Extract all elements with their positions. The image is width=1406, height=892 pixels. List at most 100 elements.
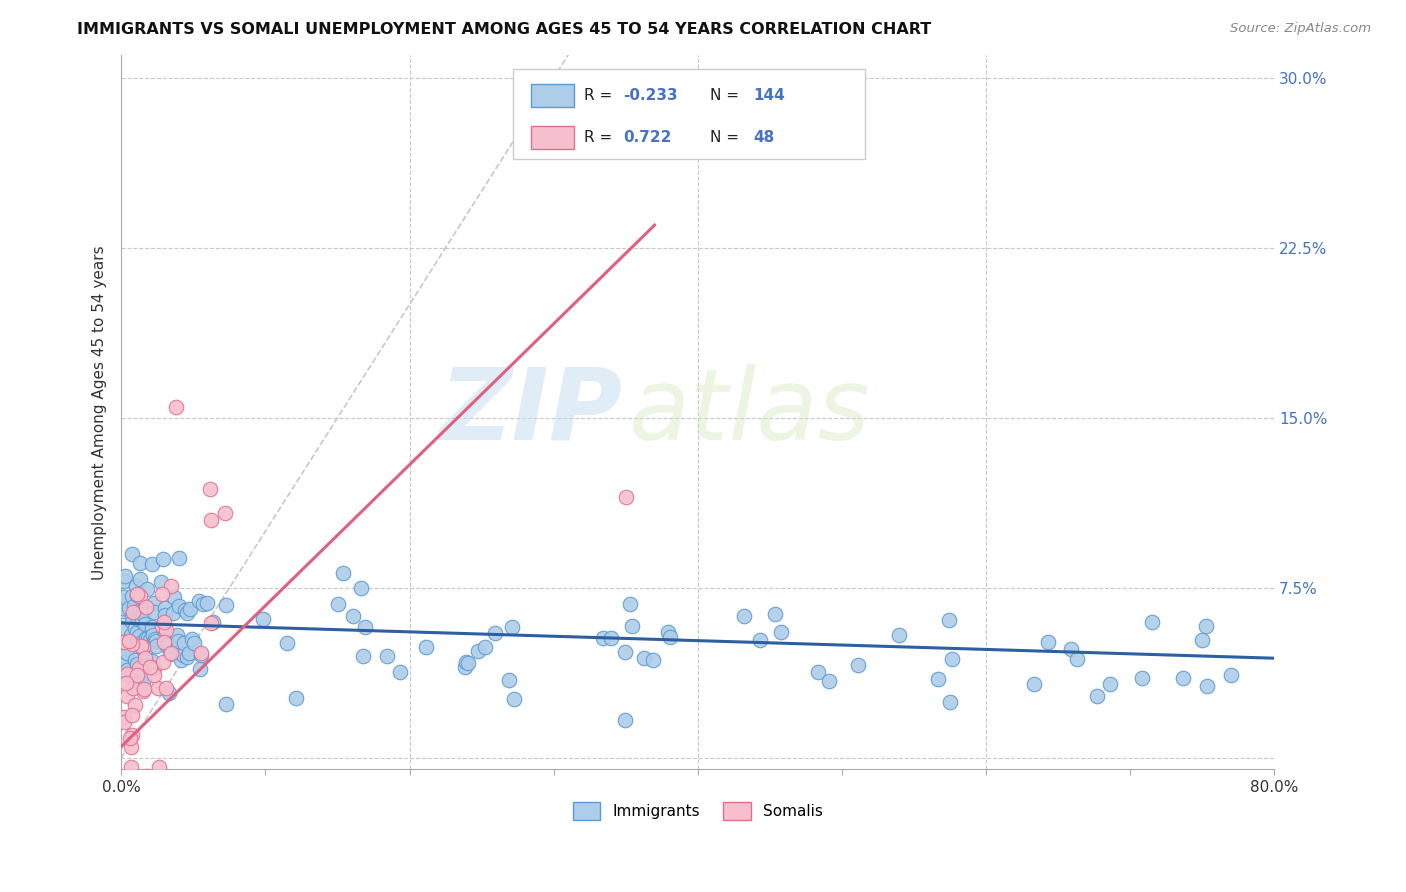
Point [166, 628, 188, 642]
Point [121, 609, 143, 624]
Point [159, 579, 181, 593]
Point [389, 665, 412, 680]
Point [134, 651, 156, 665]
Point [114, 676, 136, 690]
Point [128, 675, 150, 690]
Point [201, 615, 224, 629]
Point [125, 668, 148, 682]
Point [633, 651, 655, 665]
Point [128, 661, 150, 675]
Point [177, 646, 200, 660]
Point [118, 600, 141, 615]
Point [145, 639, 167, 653]
Point [614, 645, 637, 659]
Point [214, 697, 236, 711]
Point [152, 552, 174, 566]
Y-axis label: Unemployment Among Ages 45 to 54 years: Unemployment Among Ages 45 to 54 years [93, 245, 107, 580]
Point [141, 623, 163, 637]
Point [614, 490, 637, 504]
Point [614, 713, 637, 727]
Point [127, 624, 149, 639]
Point [128, 573, 150, 587]
Point [1085, 689, 1108, 703]
Point [127, 587, 149, 601]
Point [132, 602, 155, 616]
Point [124, 621, 146, 635]
Point [215, 598, 238, 612]
Point [142, 596, 165, 610]
Point [174, 602, 197, 616]
FancyBboxPatch shape [513, 70, 865, 159]
Point [748, 632, 770, 647]
Point [112, 715, 135, 730]
Point [818, 674, 841, 689]
Point [132, 672, 155, 686]
Point [350, 581, 373, 595]
Point [159, 646, 181, 660]
Point [153, 615, 176, 629]
Point [375, 649, 398, 664]
Point [143, 667, 166, 681]
Point [1197, 679, 1219, 693]
Text: IMMIGRANTS VS SOMALI UNEMPLOYMENT AMONG AGES 45 TO 54 YEARS CORRELATION CHART: IMMIGRANTS VS SOMALI UNEMPLOYMENT AMONG … [77, 22, 932, 37]
Point [156, 639, 179, 653]
Point [141, 558, 163, 572]
Point [131, 641, 153, 656]
Point [454, 655, 477, 669]
Point [141, 620, 163, 634]
Point [134, 616, 156, 631]
Point [498, 673, 520, 687]
Point [111, 601, 134, 615]
Point [183, 636, 205, 650]
Point [139, 632, 162, 647]
Text: N =: N = [710, 129, 744, 145]
Point [121, 707, 143, 722]
Point [1038, 635, 1060, 649]
Point [115, 689, 138, 703]
Point [125, 657, 148, 671]
Point [173, 636, 195, 650]
Point [111, 574, 134, 588]
Point [887, 627, 910, 641]
Point [159, 647, 181, 661]
Point [190, 646, 212, 660]
Point [115, 663, 138, 677]
Point [121, 547, 143, 561]
Point [600, 631, 623, 645]
Point [927, 672, 949, 686]
Point [112, 635, 135, 649]
FancyBboxPatch shape [530, 126, 575, 149]
Point [169, 653, 191, 667]
Point [124, 599, 146, 614]
Point [807, 665, 830, 680]
Point [132, 640, 155, 655]
FancyBboxPatch shape [530, 85, 575, 107]
Point [658, 630, 681, 644]
Text: R =: R = [583, 88, 617, 103]
Point [128, 630, 150, 644]
Point [733, 609, 755, 624]
Point [129, 674, 152, 689]
Point [252, 612, 274, 626]
Point [132, 607, 155, 621]
Point [326, 598, 349, 612]
Point [111, 604, 134, 618]
Point [619, 597, 641, 611]
Text: Source: ZipAtlas.com: Source: ZipAtlas.com [1230, 22, 1371, 36]
Point [284, 690, 307, 705]
Point [621, 618, 644, 632]
Point [114, 655, 136, 669]
Point [148, 759, 170, 773]
Point [169, 551, 191, 566]
Point [112, 574, 135, 588]
Point [167, 599, 190, 614]
Point [276, 635, 298, 649]
Point [155, 623, 177, 637]
Text: R =: R = [583, 129, 621, 145]
Point [156, 638, 179, 652]
Point [179, 602, 201, 616]
Point [132, 684, 155, 698]
Point [111, 621, 134, 635]
Point [131, 613, 153, 627]
Point [124, 653, 146, 667]
